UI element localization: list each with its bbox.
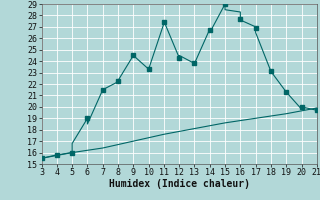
X-axis label: Humidex (Indice chaleur): Humidex (Indice chaleur): [109, 179, 250, 189]
